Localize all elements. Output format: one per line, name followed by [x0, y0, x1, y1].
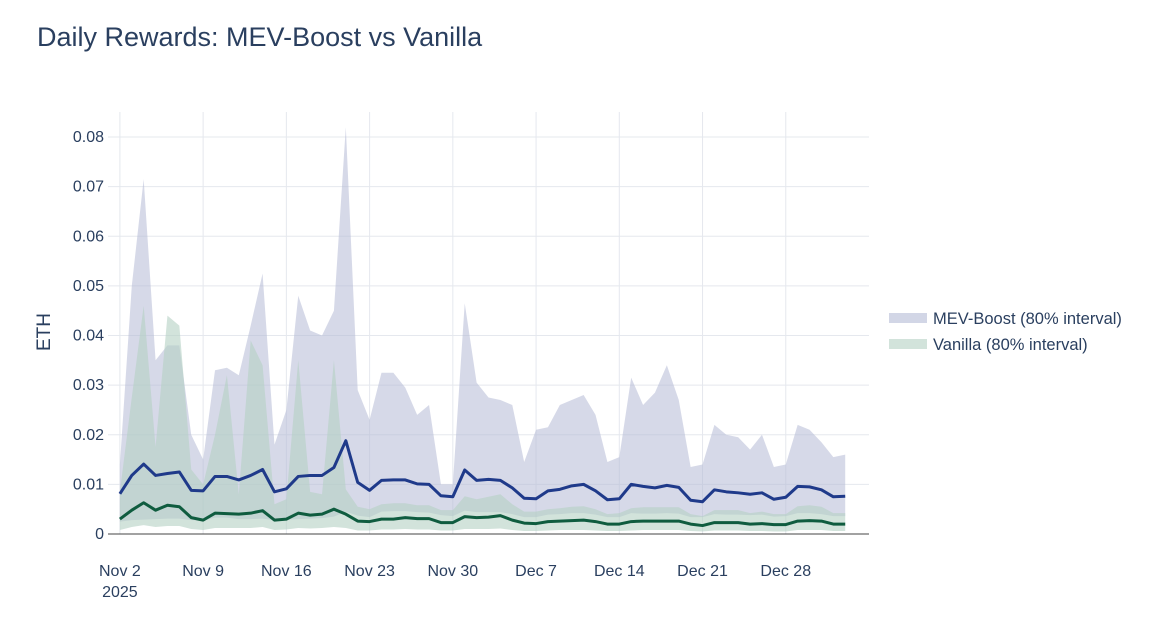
y-tick-label: 0.04: [73, 328, 104, 345]
y-tick-label: 0: [95, 526, 104, 543]
y-tick-label: 0.02: [73, 427, 104, 444]
x-tick-label: Dec 21: [677, 563, 728, 580]
axis-layer: 0 0.01 0.02 0.03 0.04 0.05 0.06 0.07 0.08 Nov 2 20…: [34, 129, 869, 601]
legend-item-mev-boost[interactable]: MEV-Boost (80% interval): [889, 310, 1122, 328]
y-tick-label: 0.03: [73, 377, 104, 394]
y-tick-label: 0.08: [73, 129, 104, 146]
y-tick-label: 0.07: [73, 179, 104, 196]
y-tick-label: 0.05: [73, 278, 104, 295]
x-tick-label: Nov 9: [182, 563, 224, 580]
x-tick-label: Dec 28: [760, 563, 811, 580]
x-tick-label: Nov 2: [99, 563, 141, 580]
band-layer: [119, 127, 846, 532]
y-tick-label: 0.06: [73, 228, 104, 245]
legend-label: MEV-Boost (80% interval): [933, 310, 1122, 328]
x-tick-label: Dec 7: [515, 563, 557, 580]
y-axis-title: ETH: [34, 313, 55, 351]
mev-boost-mean-line: [118, 439, 846, 504]
vanilla-mean-line: [118, 501, 846, 528]
legend-swatch: [889, 313, 927, 323]
x-tick-label: Nov 16: [261, 563, 312, 580]
legend-label: Vanilla (80% interval): [933, 336, 1088, 354]
legend-swatch: [889, 339, 927, 349]
x-tick-label: Dec 14: [594, 563, 645, 580]
x-tick-label: Nov 30: [427, 563, 478, 580]
line-layer: [118, 439, 846, 528]
legend[interactable]: MEV-Boost (80% interval) Vanilla (80% int…: [889, 310, 1122, 354]
y-tick-label: 0.01: [73, 476, 104, 493]
chart-title: Daily Rewards: MEV-Boost vs Vanilla: [37, 22, 483, 52]
x-tick-year-label: 2025: [102, 584, 138, 601]
legend-item-vanilla[interactable]: Vanilla (80% interval): [889, 336, 1088, 354]
x-tick-label: Nov 23: [344, 563, 395, 580]
